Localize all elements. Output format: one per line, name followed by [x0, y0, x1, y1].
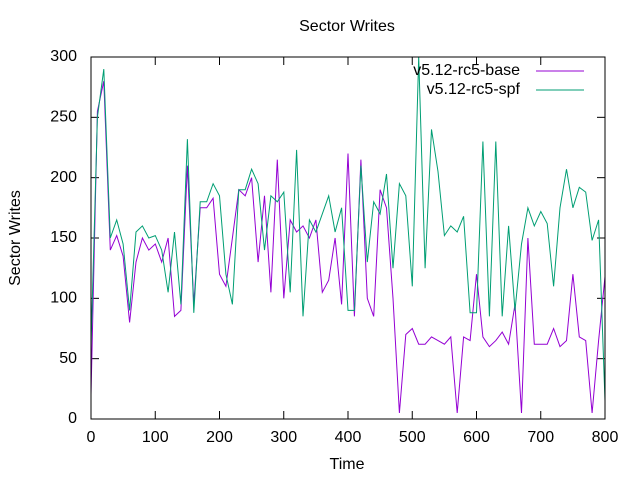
x-tick-label: 400 — [335, 429, 362, 446]
y-tick-label: 150 — [50, 229, 77, 246]
series-line — [90, 80, 606, 414]
y-tick-label: 100 — [50, 290, 77, 307]
x-tick-label: 200 — [206, 429, 233, 446]
x-tick-label: 300 — [270, 429, 297, 446]
y-tick-label: 250 — [50, 109, 77, 126]
x-tick-label: 500 — [399, 429, 426, 446]
plot-border — [90, 56, 606, 420]
x-tick-label: 0 — [87, 429, 96, 446]
legend-label: v5.12-rc5-base — [413, 62, 520, 79]
y-tick-label: 300 — [50, 48, 77, 65]
y-tick-label: 200 — [50, 169, 77, 186]
y-tick-label: 50 — [59, 350, 77, 367]
x-axis-label: Time — [330, 456, 365, 473]
series-line — [90, 56, 606, 401]
x-tick-label: 800 — [592, 429, 619, 446]
x-tick-label: 600 — [463, 429, 490, 446]
x-tick-label: 100 — [142, 429, 169, 446]
y-axis-label: Sector Writes — [7, 190, 24, 286]
chart-title: Sector Writes — [299, 18, 395, 35]
x-tick-label: 700 — [527, 429, 554, 446]
legend-label: v5.12-rc5-spf — [427, 81, 521, 98]
y-tick-label: 0 — [68, 410, 77, 427]
